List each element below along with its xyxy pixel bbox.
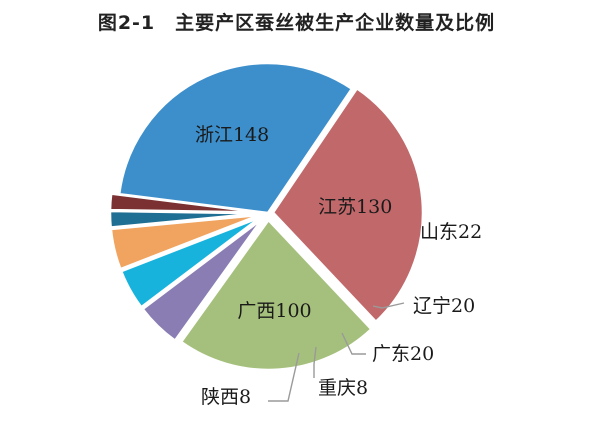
- pie-slice-6: [109, 213, 261, 271]
- slice-label-1: 浙江148: [195, 124, 269, 146]
- slice-label-2: 江苏130: [318, 196, 392, 218]
- leader-line-7: [313, 346, 317, 378]
- slice-label-8: 陕西8: [201, 386, 251, 408]
- pie-slice-3: [179, 218, 374, 372]
- pie-slice-2: [271, 86, 425, 324]
- slice-label-6: 广东20: [372, 343, 434, 365]
- slice-label-7: 重庆8: [318, 377, 368, 399]
- leader-line-5: [372, 302, 405, 309]
- slice-label-5: 辽宁20: [413, 295, 475, 317]
- pie-slice-4: [140, 217, 264, 343]
- pie-slices: [108, 61, 425, 372]
- pie-slice-5: [119, 215, 262, 309]
- chart-title: 图2-1 主要产区蚕丝被生产企业数量及比例: [97, 12, 496, 34]
- pie-slice-8: [108, 192, 261, 214]
- pie-slice-1: [117, 61, 354, 215]
- slice-label-4: 山东22: [420, 221, 482, 243]
- leader-line-8: [268, 352, 300, 402]
- leader-lines: [268, 302, 405, 402]
- leader-line-6: [341, 332, 366, 355]
- slice-label-3: 广西100: [237, 300, 311, 322]
